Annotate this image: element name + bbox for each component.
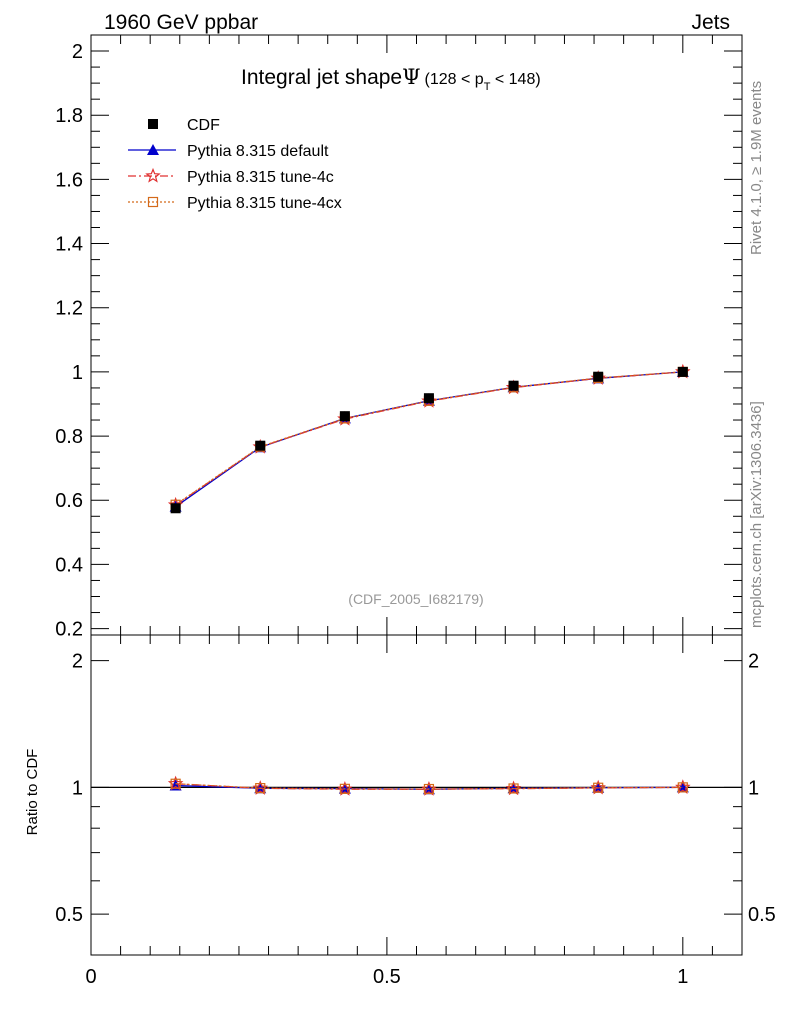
ratio-data-point [677,782,688,793]
legend-marker [148,119,158,129]
series-line [175,371,683,508]
data-point [255,440,266,451]
title-range-pre: (128 < p [425,71,484,88]
ratio-axes: 0.5 0.5 1 1 2 2 [55,651,776,956]
data-point [677,366,688,377]
ratio-data-point [170,778,181,789]
ratio-panel-frame [90,634,743,956]
chart-title: Integral jet shapeΨ (128 < pT < 148) [241,65,541,93]
data-point [170,503,181,514]
analysis-watermark: (CDF_2005_I682179) [348,591,483,607]
rivet-label: Rivet 4.1.0, ≥ 1.9M events [748,81,765,255]
ratio-data-point [339,783,350,794]
data-point [508,380,519,391]
data-point [593,371,604,382]
psi-symbol: Ψ [402,65,420,89]
series-line [175,371,683,506]
ratio-series-line [175,783,683,790]
ratio-data-point [508,783,519,794]
legend-label: Pythia 8.315 default [187,143,329,160]
ratio-series [167,775,691,796]
x-tick-label: 0 [85,966,96,988]
y-tick-label: 0.8 [55,426,83,448]
legend-marker [147,196,159,208]
legend-label: Pythia 8.315 tune-4c [187,169,334,186]
ratio-y-tick-label-right: 0.5 [748,904,776,926]
ratio-data-point [423,783,435,795]
legend-label: Pythia 8.315 tune-4cx [187,195,342,212]
ratio-data-point [593,782,604,793]
y-tick-label: 0.6 [55,490,83,512]
main-series [167,363,691,514]
mcplots-label: mcplots.cern.ch [arXiv:1306.3436] [748,401,765,628]
header-right: Jets [691,11,730,34]
y-tick-label: 0.2 [55,619,83,641]
ratio-y-tick-label-right: 1 [748,777,759,799]
ratio-y-tick-label-right: 2 [748,651,759,673]
title-range-post: < 148) [490,71,540,88]
series-line [175,371,683,506]
y-tick-label: 1.2 [55,298,83,320]
y-tick-label: 1.8 [55,105,83,127]
y-tick-label: 1.6 [55,169,83,191]
legend: CDF Pythia 8.315 default Pythia 8.315 tune… [128,117,342,212]
data-point [423,393,434,404]
ratio-y-tick-label: 0.5 [55,904,83,926]
legend-marker [145,167,161,183]
ratio-y-tick-label: 2 [72,651,83,673]
x-tick-label: 0.5 [373,966,401,988]
data-point [339,411,350,422]
legend-label: CDF [187,117,220,134]
y-tick-label: 1.4 [55,234,83,256]
main-axes: 0.2 0.4 0.6 0.8 1 1.2 1.4 1.6 1.8 2 [55,41,742,641]
chart-title-text: Integral jet shape [241,66,402,89]
legend-marker [147,144,159,155]
title-range-sub: T [484,81,491,93]
ratio-data-point [255,783,266,794]
ratio-y-tick-label: 1 [72,777,83,799]
y-tick-label: 0.4 [55,554,83,576]
x-tick-label: 1 [677,966,688,988]
x-axis: 0 0.5 1 [85,35,743,988]
y-tick-label: 1 [72,362,83,384]
ratio-ylabel: Ratio to CDF [24,749,41,836]
y-tick-label: 2 [72,41,83,63]
header-left: 1960 GeV ppbar [104,11,258,34]
